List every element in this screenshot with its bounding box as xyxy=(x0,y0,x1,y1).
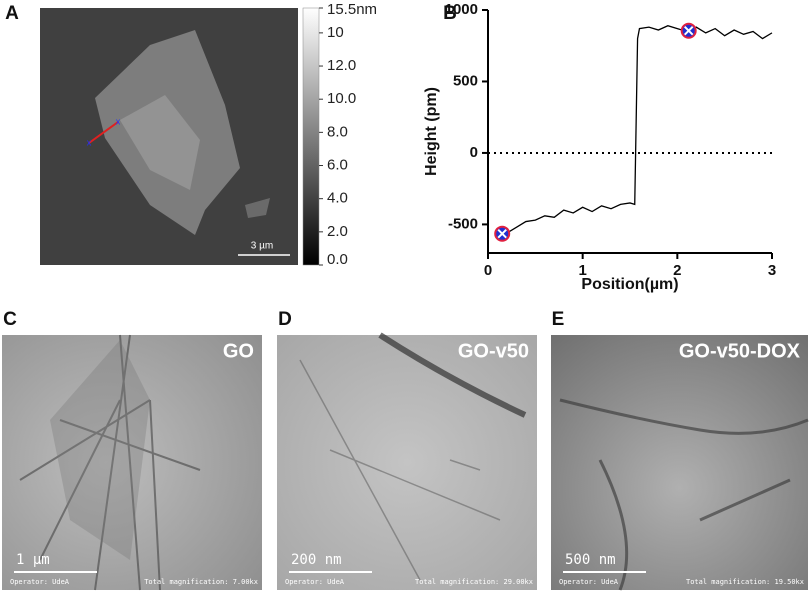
panel-label: B xyxy=(443,3,457,24)
y-tick-label: 0 xyxy=(470,144,478,161)
colorbar-label: 15.5nm xyxy=(327,1,377,18)
sample-label: GO xyxy=(223,340,254,362)
panel-label: A xyxy=(5,3,19,24)
x-tick-label: 1 xyxy=(578,262,586,279)
panel-label: E xyxy=(552,309,565,330)
panel-label: C xyxy=(3,309,17,330)
scale-bar-label: 1 µm xyxy=(16,552,50,568)
colorbar-label: 2.0 xyxy=(327,223,348,240)
colorbar-label: 0.0 xyxy=(327,251,348,268)
colorbar-label: 10 xyxy=(327,24,344,41)
magnification: Total magnification: 29.00kx xyxy=(415,578,533,586)
colorbar-label: 10.0 xyxy=(327,90,356,107)
y-tick-label: 1000 xyxy=(445,1,478,18)
operator: Operator: UdeA xyxy=(10,578,70,586)
scale-bar-label: 500 nm xyxy=(565,552,616,568)
colorbar-label: 8.0 xyxy=(327,123,348,140)
colorbar-label: 12.0 xyxy=(327,57,356,74)
x-tick-label: 0 xyxy=(484,262,492,279)
magnification: Total magnification: 7.00kx xyxy=(144,578,258,586)
magnification: Total magnification: 19.50kx xyxy=(686,578,804,586)
y-tick-label: -500 xyxy=(448,215,478,232)
cursor-cross xyxy=(497,228,507,239)
operator: Operator: UdeA xyxy=(285,578,345,586)
colorbar xyxy=(302,7,320,266)
colorbar-label: 6.0 xyxy=(327,156,348,173)
y-axis-title: Height (pm) xyxy=(423,87,440,176)
colorbar-label: 4.0 xyxy=(327,190,348,207)
scale-bar-label: 200 nm xyxy=(291,552,342,568)
y-tick-label: 500 xyxy=(453,72,478,89)
sample-label: GO-v50-DOX xyxy=(679,340,801,362)
operator: Operator: UdeA xyxy=(559,578,619,586)
svg-text:x: x xyxy=(116,116,121,126)
scale-bar-label: 3 µm xyxy=(251,241,273,252)
sample-label: GO-v50 xyxy=(458,340,529,362)
panel-label: D xyxy=(278,309,292,330)
x-axis-title: Position(µm) xyxy=(581,276,678,293)
profile-line xyxy=(497,25,773,236)
x-tick-label: 2 xyxy=(673,262,681,279)
cursor-cross xyxy=(683,26,694,36)
tem-image xyxy=(2,332,809,591)
svg-text:x: x xyxy=(87,137,92,147)
afm-image: x x 3 µm xyxy=(40,8,298,265)
x-tick-label: 3 xyxy=(768,262,776,279)
